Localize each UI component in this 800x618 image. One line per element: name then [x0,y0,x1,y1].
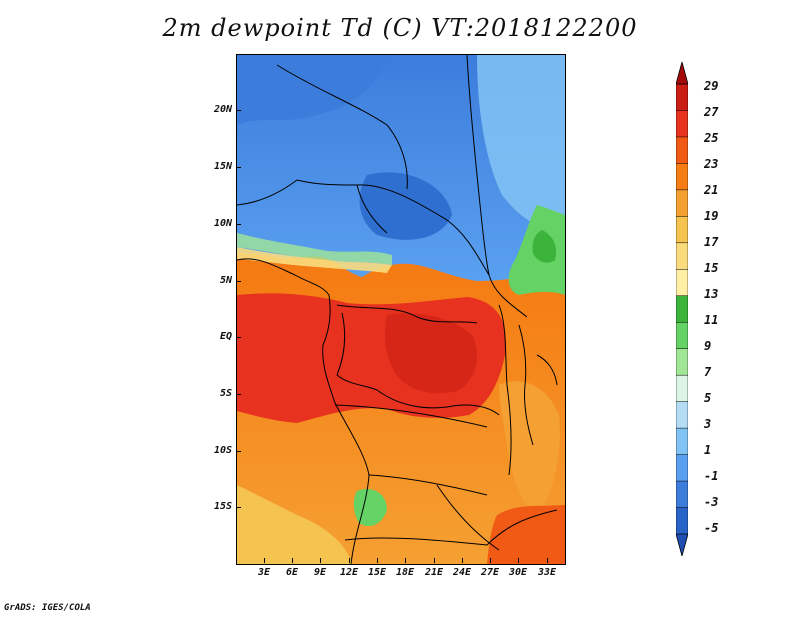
colorbar-segment [676,427,688,456]
colorbar-label: 19 [704,209,719,223]
x-label-33e: 33E [537,567,557,578]
dry-patch-sw [237,485,352,564]
x-tick [518,558,519,563]
x-label-27e: 27E [480,567,500,578]
colorbar-segment [676,216,688,244]
x-label-3e: 3E [257,567,271,578]
colorbar-label: 27 [704,105,719,119]
colorbar-label: 15 [704,261,719,275]
colorbar-segment [676,269,688,297]
east-africa-field [499,381,560,515]
x-label-30e: 30E [508,567,528,578]
green-patch-south [353,489,387,527]
colorbar-bottom-arrow [676,533,688,556]
light-band-ne [477,55,565,235]
dewpoint-map [236,54,566,565]
se-warm-patch [487,505,565,564]
colorbar-segment [676,507,688,535]
dewpoint-field [237,55,565,564]
y-tick [236,507,241,508]
colorbar-label: -3 [704,495,719,509]
green-core-east [532,230,557,263]
colorbar-label: 21 [704,183,719,197]
x-tick [490,558,491,563]
dry-patch-central [359,172,452,240]
colorbar-label: -1 [704,469,719,483]
y-tick [236,224,241,225]
y-tick [236,110,241,111]
transition-band-yellow [237,247,392,273]
colorbar-top-arrow [676,62,688,85]
colorbar-segments [676,83,688,535]
map-title: 2m dewpoint Td (C) VT:2018122200 [162,14,638,42]
x-label-9e: 9E [313,567,327,578]
y-label-10n: 10N [213,218,232,229]
x-label-21e: 21E [424,567,444,578]
colorbar-label: 3 [704,417,712,431]
colorbar-segment [676,242,688,270]
colorbar-label: 17 [704,235,719,249]
colorbar-label: 5 [704,391,712,405]
colorbar-segment [676,295,688,323]
colorbar-label: 7 [704,365,712,379]
colorbar [676,62,688,556]
colorbar-label: 29 [704,79,719,93]
transition-band [237,233,392,265]
x-tick [264,558,265,563]
colorbar-label: -5 [704,521,719,535]
colorbar-label: 25 [704,131,719,145]
y-label-5s: 5S [219,388,232,399]
colorbar-label: 13 [704,287,719,301]
x-tick [434,558,435,563]
colorbar-segment [676,374,688,403]
colorbar-label: 9 [704,339,712,353]
colorbar-label: 23 [704,157,719,171]
dry-patch-nw [237,55,387,125]
y-tick [236,337,241,338]
colorbar-segment [676,348,688,376]
x-tick [462,558,463,563]
grads-credit: GrADS: IGES/COLA [4,603,91,613]
colorbar-segment [676,321,688,350]
y-tick [236,281,241,282]
y-tick [236,451,241,452]
y-tick [236,167,241,168]
colorbar-segment [676,163,688,191]
x-label-24e: 24E [452,567,472,578]
moist-core-center [385,313,477,394]
colorbar-segment [676,189,688,217]
x-label-18e: 18E [395,567,415,578]
colorbar-segment [676,401,688,429]
y-label-15n: 15N [213,161,232,172]
y-label-10s: 10S [213,445,232,456]
x-label-12e: 12E [339,567,359,578]
colorbar-label: 11 [704,313,719,327]
x-label-6e: 6E [285,567,299,578]
x-tick [349,558,350,563]
colorbar-segment [676,454,688,482]
coastlines [237,55,558,564]
colorbar-segment [676,110,688,138]
y-label-eq: EQ [219,331,232,342]
colorbar-segment [676,136,688,164]
colorbar-segment [676,480,688,509]
colorbar-label: 1 [704,443,712,457]
y-label-15s: 15S [213,501,232,512]
y-label-20n: 20N [213,104,232,115]
y-tick [236,394,241,395]
x-label-15e: 15E [367,567,387,578]
x-tick [547,558,548,563]
x-tick [320,558,321,563]
x-tick [292,558,293,563]
x-tick [405,558,406,563]
y-label-5n: 5N [219,275,232,286]
x-tick [377,558,378,563]
colorbar-segment [676,83,688,112]
